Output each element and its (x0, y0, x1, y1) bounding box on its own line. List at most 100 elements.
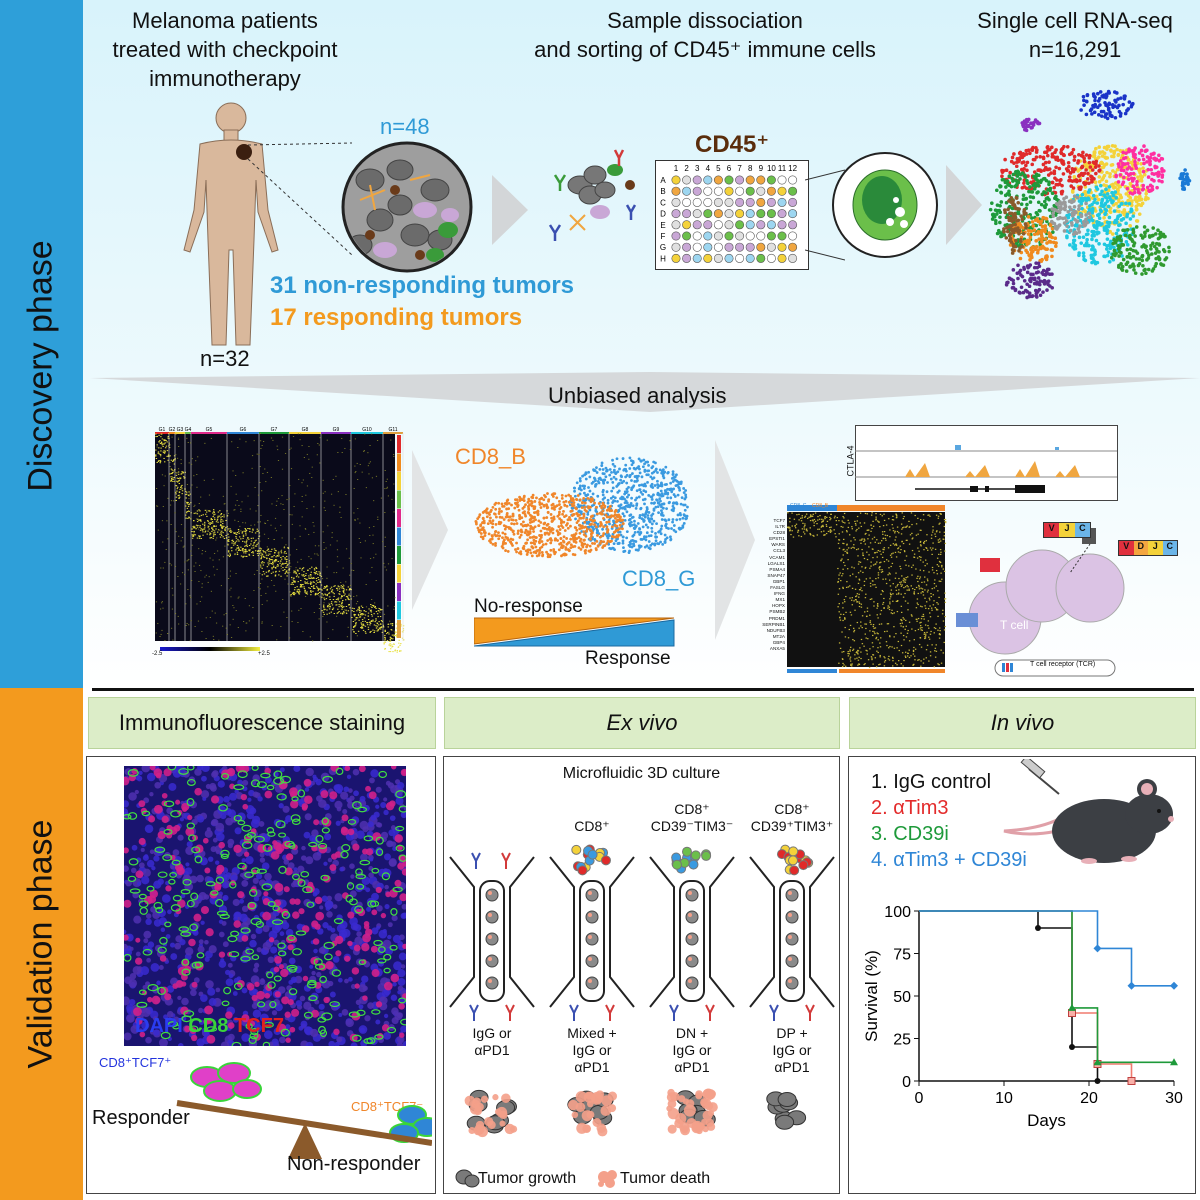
cd8b-point (487, 532, 491, 536)
heatmap-cell (211, 528, 214, 530)
cd8b-point (582, 497, 586, 500)
tsne-point (1018, 256, 1023, 261)
cd8b-point (544, 542, 548, 546)
cd8g-point (654, 461, 657, 465)
heatmap-noise (198, 503, 200, 504)
cluster-label: G7 (271, 427, 278, 433)
heatmap-noise (354, 465, 356, 467)
cd8g-point (577, 505, 581, 509)
heatmap-cell (331, 589, 334, 591)
tsne-point (1090, 112, 1094, 116)
tsne-point (1099, 204, 1104, 208)
heatmap-noise (326, 439, 328, 441)
tsne-point (1107, 185, 1112, 189)
cd8b-point (481, 537, 485, 541)
tsne-point (1140, 153, 1145, 158)
heatmap-cell (300, 585, 302, 587)
tsne-point (1016, 211, 1021, 216)
cd8b-point (599, 539, 603, 543)
tsne-point (1047, 267, 1051, 272)
tsne-point (1081, 150, 1085, 155)
tsne-point (1020, 160, 1024, 165)
tsne-point (1094, 171, 1098, 176)
cd8g-point (613, 548, 616, 551)
heatmap-cell (398, 642, 400, 644)
heatmap-cell (305, 582, 307, 584)
heatmap-cell (390, 629, 392, 631)
heatmap-cell (326, 589, 328, 591)
heatmap-cell (314, 593, 317, 595)
tsne-point (1078, 178, 1082, 183)
heatmap-cell (195, 528, 197, 530)
heatmap-cell (297, 570, 299, 572)
heatmap-noise (229, 570, 232, 572)
heatmap-noise (313, 612, 315, 613)
tsne-point (1014, 164, 1019, 169)
heatmap-cell (212, 512, 214, 514)
heatmap-noise (187, 569, 189, 571)
cd8b-point (493, 503, 497, 506)
heatmap-cell (172, 478, 174, 480)
cd8g-point (586, 493, 590, 497)
heatmap-noise (181, 572, 184, 574)
tsne-point (1160, 179, 1164, 184)
validation-phase-label: Validation phase (21, 819, 60, 1069)
heatmap-noise (369, 461, 372, 463)
tsne-point (1057, 223, 1061, 228)
heatmap-noise (359, 464, 361, 465)
heatmap-cell (354, 619, 356, 621)
heatmap-cell (262, 555, 265, 557)
heatmap-noise (268, 553, 270, 555)
heatmap-noise (242, 522, 244, 524)
cd8g-point (584, 477, 588, 481)
tsne-point (1076, 215, 1081, 220)
tsne-point (1067, 175, 1072, 179)
heatmap-noise (187, 442, 189, 443)
heatmap-cell (267, 575, 269, 577)
heatmap-noise (337, 561, 339, 563)
tsne-point (1119, 165, 1124, 169)
heatmap-noise (353, 570, 355, 571)
heatmap-cell (355, 624, 357, 626)
cd8b-point (568, 518, 572, 522)
heatmap-cell (213, 512, 215, 514)
tsne-point (1127, 100, 1132, 104)
tsne-point (1043, 229, 1047, 234)
tsne-point (1045, 288, 1049, 292)
cd8g-point (644, 535, 648, 539)
heatmap-cell (380, 628, 382, 630)
heatmap-noise (322, 492, 324, 494)
heatmap-noise (283, 545, 285, 547)
cd8g-point (621, 512, 625, 516)
unbiased-analysis-label: Unbiased analysis (548, 383, 727, 408)
heatmap-cell (377, 630, 379, 632)
heatmap-cell (245, 555, 247, 557)
heatmap-cell (345, 606, 348, 608)
cd8g-point (652, 519, 656, 523)
cd8b-point (531, 527, 535, 531)
heatmap-cell (167, 437, 169, 439)
tsne-point (1111, 154, 1116, 159)
heatmap-cell (231, 550, 233, 552)
tsne-point (1044, 191, 1048, 195)
heatmap-noise (292, 436, 295, 437)
heatmap-noise (284, 578, 286, 580)
heatmap-noise (194, 626, 196, 627)
tsne-point (1129, 167, 1134, 171)
heatmap-cell (290, 583, 292, 585)
tsne-point (1104, 208, 1109, 213)
heatmap-noise (384, 512, 386, 514)
tsne-point (1079, 108, 1083, 112)
heatmap-cell (349, 607, 351, 609)
tsne-point (1010, 176, 1014, 181)
cd8g-point (605, 490, 609, 494)
cd8b-point (580, 506, 584, 509)
heatmap-noise (363, 451, 365, 452)
heatmap-noise (216, 568, 218, 570)
cd8g-point (583, 491, 586, 495)
tsne-point (1007, 276, 1012, 280)
heatmap-cell (299, 591, 301, 593)
tsne-point (1119, 262, 1123, 266)
tsne-point (1099, 192, 1103, 196)
heatmap-cell (309, 577, 312, 579)
